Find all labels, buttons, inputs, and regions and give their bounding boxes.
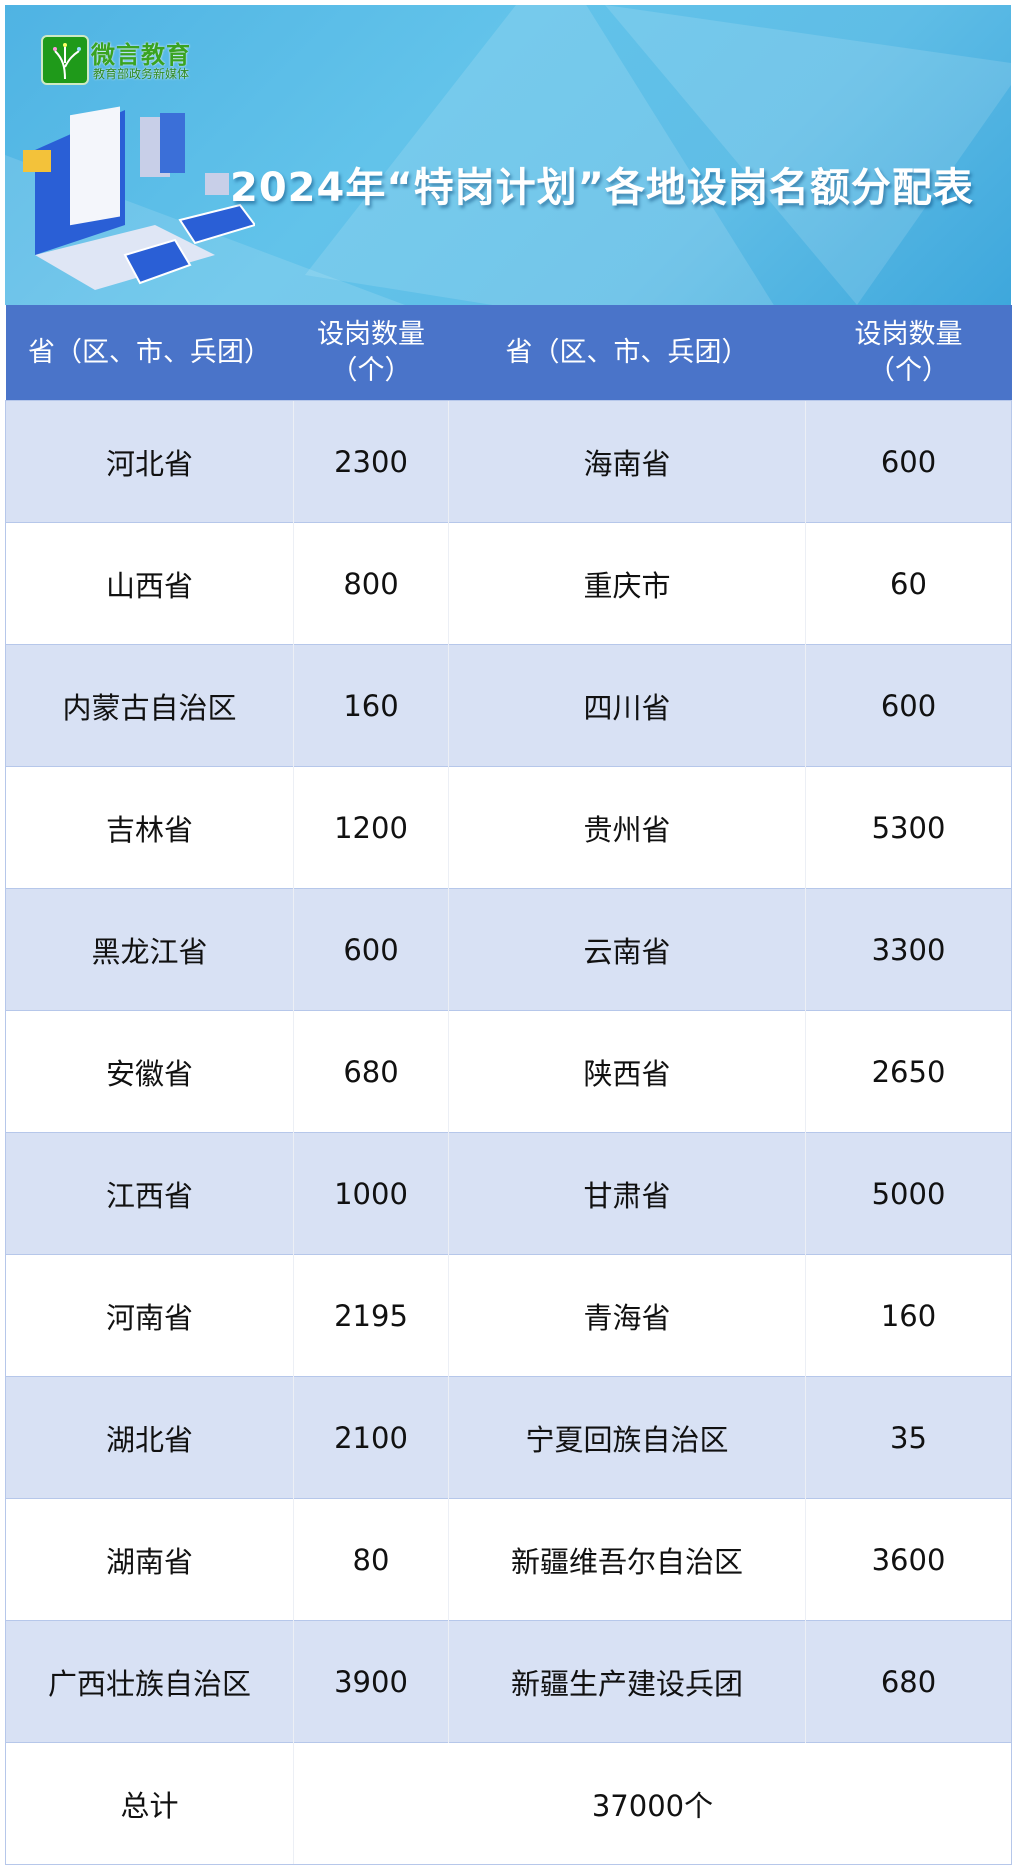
logo-subtitle: 教育部政务新媒体 — [93, 67, 190, 81]
quota-cell: 2100 — [293, 1376, 449, 1499]
quota-cell: 2300 — [293, 400, 449, 523]
region-cell: 青海省 — [448, 1254, 806, 1377]
quota-cell: 160 — [805, 1254, 1012, 1377]
region-cell: 黑龙江省 — [5, 888, 294, 1011]
laptop-illustration-icon — [23, 106, 255, 290]
page-title: 2024年“特岗计划”各地设岗名额分配表 — [230, 165, 974, 211]
quota-cell: 3600 — [805, 1498, 1012, 1621]
quota-cell: 2195 — [293, 1254, 449, 1377]
table-row: 黑龙江省 600 云南省 3300 — [5, 888, 1012, 1011]
quota-cell: 160 — [293, 644, 449, 767]
table-row: 山西省 800 重庆市 60 — [5, 522, 1012, 645]
region-cell: 广西壮族自治区 — [5, 1620, 294, 1743]
column-header: 设岗数量（个） — [805, 305, 1012, 401]
logo-text: 微言教育 — [91, 41, 191, 69]
quota-cell: 680 — [805, 1620, 1012, 1743]
region-cell: 内蒙古自治区 — [5, 644, 294, 767]
quota-cell: 3900 — [293, 1620, 449, 1743]
quota-cell: 35 — [805, 1376, 1012, 1499]
quota-cell: 2650 — [805, 1010, 1012, 1133]
quota-cell: 680 — [293, 1010, 449, 1133]
region-cell: 宁夏回族自治区 — [448, 1376, 806, 1499]
region-cell: 海南省 — [448, 400, 806, 523]
quota-cell: 5300 — [805, 766, 1012, 889]
region-cell: 江西省 — [5, 1132, 294, 1255]
banner: 微言教育 教育部政务新媒体 2024年“特岗计划”各地设岗名额分配表 — [5, 5, 1011, 305]
region-cell: 湖北省 — [5, 1376, 294, 1499]
table-row: 吉林省 1200 贵州省 5300 — [5, 766, 1012, 889]
table-row: 江西省 1000 甘肃省 5000 — [5, 1132, 1012, 1255]
column-header-text: 设岗数量（个） — [317, 318, 425, 386]
quota-cell: 800 — [293, 522, 449, 645]
column-header-text: 设岗数量（个） — [854, 318, 963, 386]
quota-cell: 80 — [293, 1498, 449, 1621]
region-cell: 河南省 — [5, 1254, 294, 1377]
table-row: 河南省 2195 青海省 160 — [5, 1254, 1012, 1377]
quota-cell: 60 — [805, 522, 1012, 645]
region-cell: 四川省 — [448, 644, 806, 767]
region-cell: 新疆生产建设兵团 — [448, 1620, 806, 1743]
table-row: 河北省 2300 海南省 600 — [5, 400, 1012, 523]
column-header: 设岗数量（个） — [293, 305, 449, 401]
table-row: 安徽省 680 陕西省 2650 — [5, 1010, 1012, 1133]
total-label: 总计 — [5, 1742, 294, 1865]
table-row: 内蒙古自治区 160 四川省 600 — [5, 644, 1012, 767]
region-cell: 贵州省 — [448, 766, 806, 889]
total-row: 总计 37000个 — [5, 1742, 1012, 1865]
table-row: 湖南省 80 新疆维吾尔自治区 3600 — [5, 1498, 1012, 1621]
region-cell: 吉林省 — [5, 766, 294, 889]
quota-cell: 600 — [805, 644, 1012, 767]
region-cell: 云南省 — [448, 888, 806, 1011]
region-cell: 河北省 — [5, 400, 294, 523]
column-header: 省（区、市、兵团） — [5, 305, 294, 401]
table-row: 湖北省 2100 宁夏回族自治区 35 — [5, 1376, 1012, 1499]
region-cell: 湖南省 — [5, 1498, 294, 1621]
region-cell: 甘肃省 — [448, 1132, 806, 1255]
total-value: 37000个 — [293, 1742, 1012, 1865]
region-cell: 山西省 — [5, 522, 294, 645]
table-row: 广西壮族自治区 3900 新疆生产建设兵团 680 — [5, 1620, 1012, 1743]
quota-cell: 600 — [805, 400, 1012, 523]
region-cell: 陕西省 — [448, 1010, 806, 1133]
quota-cell: 5000 — [805, 1132, 1012, 1255]
quota-cell: 3300 — [805, 888, 1012, 1011]
quota-cell: 1200 — [293, 766, 449, 889]
quota-cell: 1000 — [293, 1132, 449, 1255]
region-cell: 重庆市 — [448, 522, 806, 645]
logo-icon — [41, 35, 89, 85]
region-cell: 新疆维吾尔自治区 — [448, 1498, 806, 1621]
region-cell: 安徽省 — [5, 1010, 294, 1133]
allocation-table: 省（区、市、兵团） 设岗数量（个） 省（区、市、兵团） 设岗数量（个） 河北省 2… — [5, 305, 1012, 1865]
column-header: 省（区、市、兵团） — [448, 305, 806, 401]
quota-cell: 600 — [293, 888, 449, 1011]
table-header-row: 省（区、市、兵团） 设岗数量（个） 省（区、市、兵团） 设岗数量（个） — [5, 305, 1012, 401]
